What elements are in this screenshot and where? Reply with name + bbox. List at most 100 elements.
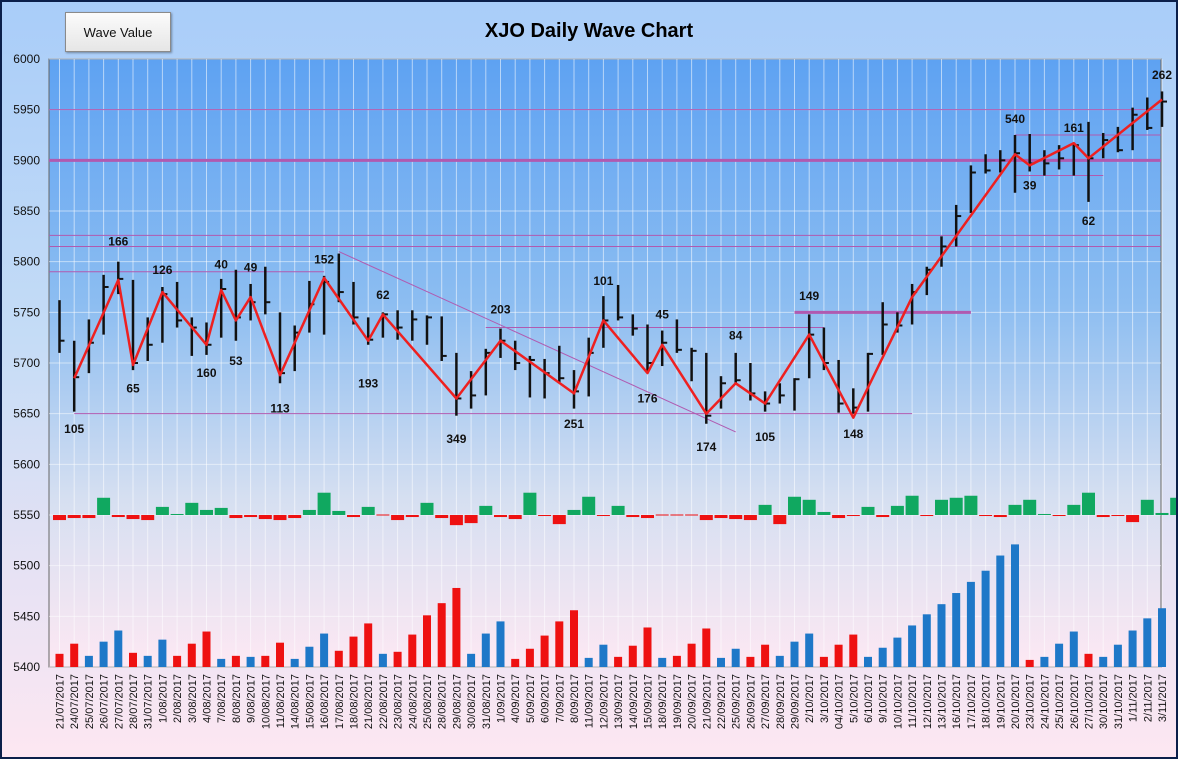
momentum-bar bbox=[905, 495, 919, 515]
price-bars bbox=[58, 91, 1167, 424]
momentum-bar bbox=[846, 515, 860, 517]
x-tick-label: 14/08/2017 bbox=[290, 674, 302, 729]
y-tick-label: 5850 bbox=[13, 204, 40, 218]
wave-value-label: 84 bbox=[729, 329, 743, 343]
x-tick-label: 11/08/2017 bbox=[275, 674, 287, 728]
y-tick-label: 5650 bbox=[13, 407, 40, 421]
x-tick-label: 17/08/2017 bbox=[334, 674, 346, 729]
x-tick-label: 22/08/2017 bbox=[378, 674, 390, 729]
wave-value-label: 105 bbox=[755, 430, 775, 444]
momentum-bar bbox=[67, 515, 81, 519]
x-tick-label: 3/08/2017 bbox=[187, 674, 199, 723]
momentum-bars bbox=[53, 492, 1176, 526]
volume-bar bbox=[349, 636, 358, 667]
x-tick-label: 25/08/2017 bbox=[422, 674, 434, 729]
momentum-bar bbox=[626, 515, 640, 518]
volume-bar bbox=[84, 655, 93, 667]
wave-value-label: 540 bbox=[1005, 112, 1025, 126]
x-tick-label: 28/08/2017 bbox=[437, 674, 449, 729]
volume-bar bbox=[1084, 653, 1093, 667]
volume-bar bbox=[202, 631, 211, 667]
x-tick-label: 10/08/2017 bbox=[260, 674, 272, 729]
momentum-bar bbox=[993, 515, 1007, 518]
x-tick-label: 1/09/2017 bbox=[496, 674, 508, 723]
x-tick-label: 1/08/2017 bbox=[157, 674, 169, 723]
momentum-bar bbox=[714, 515, 728, 519]
momentum-bar bbox=[788, 496, 801, 515]
volume-bar bbox=[658, 657, 667, 667]
volume-bar bbox=[1069, 631, 1078, 667]
x-tick-label: 25/10/2017 bbox=[1054, 674, 1066, 729]
wave-annotations: 105 166 65 126 160 40 53 49 113 152 193 62 349 203 251… bbox=[64, 68, 1172, 454]
volume-bar bbox=[805, 633, 814, 667]
momentum-bar bbox=[244, 515, 258, 518]
wave-value-label: 166 bbox=[108, 234, 128, 248]
volume-bar bbox=[246, 656, 255, 667]
x-tick-label: 18/09/2017 bbox=[657, 674, 669, 729]
x-tick-label: 4/08/2017 bbox=[202, 674, 214, 723]
volume-bar bbox=[614, 656, 623, 667]
chart-title: XJO Daily Wave Chart bbox=[485, 20, 694, 42]
x-tick-label: 22/09/2017 bbox=[716, 674, 728, 729]
volume-bar bbox=[628, 645, 637, 667]
momentum-bar bbox=[361, 506, 375, 515]
x-tick-label: 26/09/2017 bbox=[745, 674, 757, 729]
wave-value-label: 45 bbox=[656, 307, 670, 321]
momentum-bar bbox=[538, 515, 552, 517]
x-tick-label: 31/07/2017 bbox=[143, 674, 155, 729]
x-tick-label: 20/10/2017 bbox=[1010, 674, 1022, 729]
y-tick-label: 5500 bbox=[13, 559, 40, 573]
x-tick-label: 23/10/2017 bbox=[1025, 674, 1037, 729]
momentum-bar bbox=[464, 515, 478, 524]
volume-bar bbox=[834, 644, 843, 667]
momentum-bar bbox=[185, 502, 199, 515]
volume-bar bbox=[746, 656, 755, 667]
momentum-bar bbox=[258, 515, 272, 520]
x-tick-label: 15/09/2017 bbox=[643, 674, 655, 729]
volume-bar bbox=[276, 642, 284, 667]
x-tick-label: 8/08/2017 bbox=[231, 674, 243, 723]
volume-bar bbox=[687, 643, 696, 667]
x-tick-label: 10/10/2017 bbox=[892, 674, 904, 729]
momentum-bar bbox=[964, 495, 978, 515]
momentum-bar bbox=[935, 499, 948, 515]
x-tick-label: 31/08/2017 bbox=[481, 674, 493, 729]
volume-bar bbox=[231, 655, 240, 667]
momentum-bar bbox=[229, 515, 243, 519]
volume-bar bbox=[981, 570, 990, 667]
trend-line bbox=[338, 251, 736, 433]
volume-bar bbox=[423, 615, 431, 667]
momentum-bar bbox=[1067, 504, 1081, 515]
level-lines bbox=[49, 109, 1161, 433]
momentum-bar bbox=[200, 509, 213, 515]
momentum-bar bbox=[817, 511, 831, 515]
x-tick-label: 3/10/2017 bbox=[819, 674, 831, 723]
x-tick-label: 21/09/2017 bbox=[701, 674, 713, 729]
momentum-bar bbox=[170, 513, 184, 515]
volume-bar bbox=[731, 648, 740, 667]
volume-bar bbox=[1158, 608, 1166, 667]
x-tick-label: 16/10/2017 bbox=[951, 674, 963, 729]
volume-bar bbox=[570, 610, 578, 667]
volume-bar bbox=[70, 643, 79, 667]
x-tick-label: 26/10/2017 bbox=[1069, 674, 1081, 729]
wave-value-button[interactable]: Wave Value bbox=[65, 12, 171, 52]
wave-value-label: 105 bbox=[64, 422, 84, 436]
volume-bar bbox=[893, 637, 902, 667]
momentum-bar bbox=[523, 492, 537, 515]
momentum-bar bbox=[1111, 515, 1125, 517]
wave-value-label: 39 bbox=[1023, 179, 1037, 193]
momentum-bar bbox=[1082, 492, 1095, 515]
x-tick-label: 9/08/2017 bbox=[246, 674, 258, 723]
y-tick-label: 5550 bbox=[13, 508, 40, 522]
momentum-bar bbox=[670, 514, 684, 516]
momentum-bar bbox=[317, 492, 331, 515]
volume-bar bbox=[290, 658, 299, 667]
x-tick-label: 29/09/2017 bbox=[790, 674, 802, 729]
volume-bar bbox=[672, 655, 681, 667]
momentum-bar bbox=[449, 515, 463, 526]
x-tick-label: 16/08/2017 bbox=[319, 674, 331, 729]
volume-bar bbox=[467, 653, 476, 667]
x-tick-label: 12/09/2017 bbox=[598, 674, 610, 729]
